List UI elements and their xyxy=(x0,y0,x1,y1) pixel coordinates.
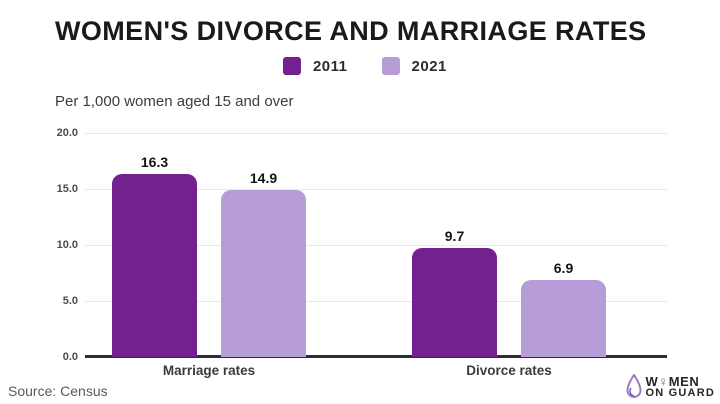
bar-value-label: 9.7 xyxy=(444,228,465,245)
brand-line1: W♀MEN xyxy=(645,374,700,389)
chart-legend: 2011 2021 xyxy=(282,57,447,75)
category-label: Marriage rates xyxy=(162,363,256,378)
brand-logo: W♀MEN ON GUARD xyxy=(625,374,716,400)
legend-swatch-2021 xyxy=(381,57,400,75)
bar-2011-marriage-rates xyxy=(112,174,197,357)
category-axis: Marriage rates Divorce rates xyxy=(85,363,667,378)
chart-title: WOMEN'S DIVORCE AND MARRIAGE RATES xyxy=(55,16,647,46)
legend-item-2021: 2021 xyxy=(381,57,447,75)
drop-icon xyxy=(625,374,642,398)
y-axis: 20.0 15.0 10.0 5.0 0.0 xyxy=(0,127,78,363)
bar-2011-divorce-rates xyxy=(412,248,497,357)
bar-wrap: 6.9 xyxy=(521,133,606,357)
gridline xyxy=(85,189,667,190)
bar-2021-marriage-rates xyxy=(221,190,306,357)
category-label: Divorce rates xyxy=(466,363,552,378)
bar-value-label: 14.9 xyxy=(249,170,278,187)
bar-wrap: 14.9 xyxy=(221,133,306,357)
bar-2021-divorce-rates xyxy=(521,279,606,357)
brand-line2: ON GUARD xyxy=(645,387,715,399)
bar-value-label: 16.3 xyxy=(140,154,169,171)
plot-area: 16.3 14.9 9.7 6.9 xyxy=(85,133,667,358)
bar-group-divorce-rates: 9.7 6.9 xyxy=(412,133,606,357)
bar-wrap: 9.7 xyxy=(412,133,497,357)
bar-value-label: 6.9 xyxy=(553,259,574,276)
source-note: Source: Census xyxy=(8,383,108,399)
chart-subtitle: Per 1,000 women aged 15 and over xyxy=(55,93,294,110)
x-axis-line xyxy=(85,355,667,358)
y-tick-label: 5.0 xyxy=(62,295,78,307)
y-tick-label: 20.0 xyxy=(56,127,78,139)
gridline xyxy=(85,133,667,134)
female-symbol: ♀ xyxy=(658,374,669,389)
brand-text: W♀MEN ON GUARD xyxy=(646,375,716,399)
legend-swatch-2011 xyxy=(282,57,301,75)
y-tick-label: 15.0 xyxy=(56,183,78,195)
gridline xyxy=(85,301,667,302)
bar-wrap: 16.3 xyxy=(112,133,197,357)
legend-item-2011: 2011 xyxy=(282,57,348,75)
bar-group-marriage-rates: 16.3 14.9 xyxy=(112,133,306,357)
legend-label-2021: 2021 xyxy=(411,57,447,75)
y-tick-label: 10.0 xyxy=(56,239,78,251)
legend-label-2011: 2011 xyxy=(312,57,348,75)
y-tick-label: 0.0 xyxy=(62,351,78,363)
gridline xyxy=(85,245,667,246)
